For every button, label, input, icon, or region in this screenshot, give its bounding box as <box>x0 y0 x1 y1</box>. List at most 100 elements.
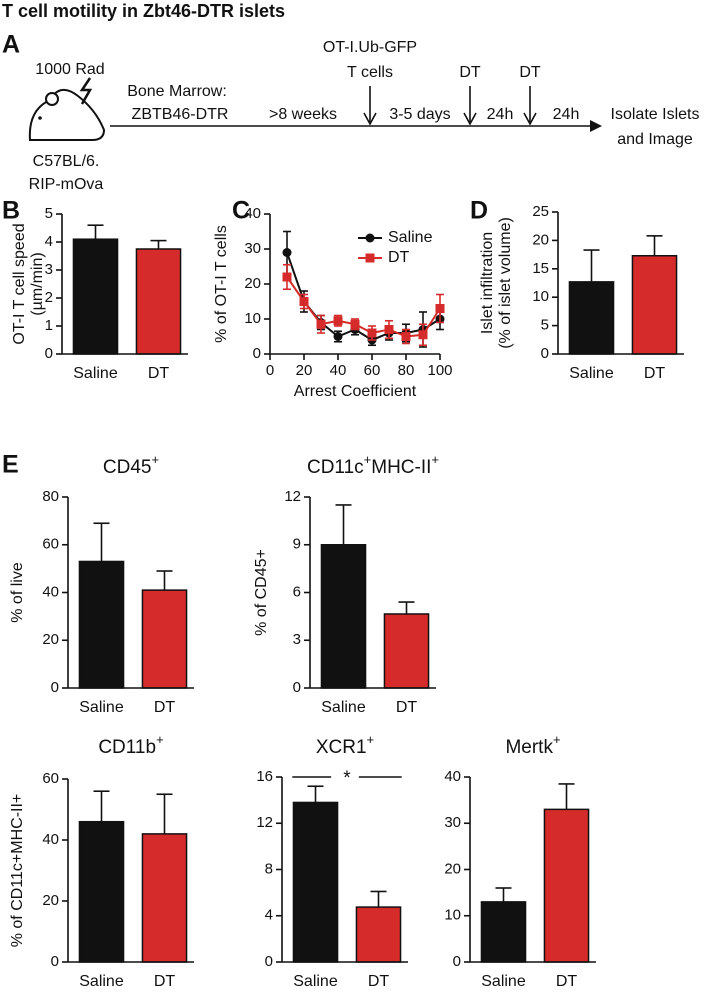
y-tick-label: 0 <box>293 679 301 696</box>
title-part: MHC-II <box>371 457 431 478</box>
title-part: + <box>151 452 159 467</box>
diagram-label: 1000 Rad <box>35 61 104 78</box>
diagram-label: and Image <box>617 131 693 148</box>
panel-label: E <box>2 451 19 479</box>
diagram-label: DT <box>459 64 481 81</box>
bar <box>355 906 402 963</box>
chart-title: XCR1+ <box>316 732 374 758</box>
y-tick-label: 30 <box>444 814 461 831</box>
bar <box>135 248 182 355</box>
y-tick-label: 4 <box>45 233 53 250</box>
y-tick-label: 60 <box>42 770 59 787</box>
y-tick-label: 20 <box>444 860 461 877</box>
chart-title: Mertk+ <box>505 732 560 758</box>
x-tick-label: DT <box>644 365 666 382</box>
diagram-label: 3-5 days <box>389 106 450 123</box>
diagram-label: Isolate Islets <box>611 106 700 123</box>
y-tick-label: 30 <box>244 240 261 257</box>
y-tick-label: 20 <box>42 892 59 909</box>
title-part: + <box>156 732 164 747</box>
y-tick-label: 20 <box>532 231 549 248</box>
y-axis-label: % of live <box>9 562 26 623</box>
y-tick-label: 12 <box>256 814 273 831</box>
y-tick-label: 20 <box>244 275 261 292</box>
mouse-icon <box>28 89 106 141</box>
point <box>333 316 343 326</box>
y-tick-label: 0 <box>541 345 549 362</box>
diagram-label: RIP-mOva <box>29 176 104 193</box>
y-tick-label: 2 <box>45 289 53 306</box>
diagram-label: ZBTB46-DTR <box>132 106 229 123</box>
series-line <box>286 252 441 342</box>
bar <box>78 820 125 963</box>
arrow-head <box>590 120 602 132</box>
point <box>350 319 360 329</box>
x-tick-label: 20 <box>296 362 313 379</box>
point <box>282 248 292 257</box>
bar <box>631 254 678 355</box>
title-part: CD11b <box>98 737 156 758</box>
x-tick-label: DT <box>396 699 418 716</box>
bar <box>480 901 527 963</box>
y-tick-label: 10 <box>444 907 461 924</box>
diagram-label: DT <box>519 64 541 81</box>
diagram-label: 24h <box>487 106 514 123</box>
y-tick-label: 12 <box>284 488 301 505</box>
y-tick-label: 6 <box>293 583 301 600</box>
title-part: + <box>553 732 561 747</box>
x-tick-label: Saline <box>73 365 118 382</box>
timeline-diagram: 1000 Rad C57BL/6. RIP-mOva Bone Marrow: … <box>29 39 700 193</box>
x-tick-label: Saline <box>321 699 366 716</box>
point <box>435 304 445 313</box>
bar <box>141 833 188 963</box>
y-tick-label: 9 <box>293 536 301 553</box>
y-tick-label: 25 <box>532 203 549 220</box>
bar <box>141 589 188 689</box>
radiation-bolt <box>79 77 93 105</box>
panel-label: B <box>2 197 20 225</box>
x-tick-label: Saline <box>79 973 124 990</box>
y-tick-label: 0 <box>45 345 53 362</box>
y-tick-label: 40 <box>444 768 461 785</box>
point <box>299 297 309 306</box>
bar <box>78 560 125 689</box>
y-tick-label: 0 <box>453 953 461 970</box>
title-part: XCR1 <box>316 737 367 758</box>
y-tick-label: 15 <box>532 260 549 277</box>
x-tick-label: DT <box>368 973 390 990</box>
y-tick-label: 40 <box>42 583 59 600</box>
panel-label: D <box>470 197 488 225</box>
point <box>316 319 326 329</box>
y-tick-label: 40 <box>244 205 261 222</box>
y-tick-label: 0 <box>265 953 273 970</box>
point <box>367 328 377 338</box>
y-tick-label: 8 <box>265 860 273 877</box>
point <box>384 325 394 334</box>
bar <box>543 808 590 963</box>
title-part: CD45 <box>103 457 152 478</box>
y-axis-label: % of CD45+ <box>253 549 270 636</box>
y-axis-label: Islet infiltration <box>479 232 496 334</box>
x-tick-label: DT <box>154 973 176 990</box>
point <box>418 330 428 340</box>
x-tick-label: DT <box>154 699 176 716</box>
x-tick-label: 40 <box>330 362 347 379</box>
chart-title: CD11c+MHC-II+ <box>307 452 439 478</box>
diagram-label: >8 weeks <box>269 106 337 123</box>
y-tick-label: 10 <box>532 288 549 305</box>
y-tick-label: 20 <box>42 631 59 648</box>
y-tick-label: 0 <box>51 953 59 970</box>
figure-title: T cell motility in Zbt46-DTR islets <box>2 1 285 21</box>
point <box>401 332 411 341</box>
x-tick-label: Saline <box>569 365 614 382</box>
y-tick-label: 4 <box>265 907 273 924</box>
diagram-label: T cells <box>347 64 393 81</box>
x-tick-label: DT <box>556 973 578 990</box>
title-part: + <box>367 732 375 747</box>
chart-title: CD11b+ <box>98 732 163 758</box>
y-tick-label: 80 <box>42 488 59 505</box>
y-axis-label: (% of islet volume) <box>497 217 514 349</box>
x-tick-label: 60 <box>364 362 381 379</box>
x-tick-label: 100 <box>427 362 452 379</box>
